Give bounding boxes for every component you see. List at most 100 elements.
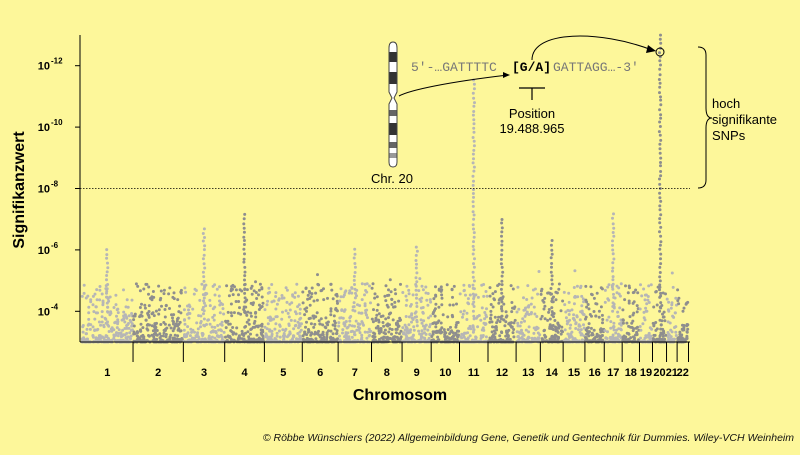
snp-point (638, 325, 642, 328)
snp-point (242, 260, 246, 264)
snp-point (597, 334, 601, 338)
snp-point (635, 304, 639, 308)
snp-point (253, 325, 257, 329)
snp-point (405, 329, 409, 333)
snp-point (107, 330, 111, 333)
x-tick: 9 (414, 342, 432, 379)
snp-point (664, 333, 668, 337)
snp-point (147, 285, 151, 289)
snp-point (173, 333, 177, 337)
snp-point (603, 329, 607, 333)
snp-point (627, 332, 631, 336)
snp-point (536, 338, 540, 342)
snp-point (341, 316, 345, 320)
snp-point (100, 310, 104, 314)
snp-point (301, 301, 305, 305)
snp-point (557, 326, 561, 330)
snp-point (460, 336, 464, 340)
snp-point (677, 296, 681, 300)
snp-point (167, 292, 171, 296)
snp-point (577, 328, 580, 332)
snp-point (589, 285, 593, 289)
x-tick: 7 (352, 342, 373, 379)
snp-point (597, 309, 601, 313)
snp-point (187, 308, 190, 312)
snp-point (472, 262, 475, 266)
snp-point (355, 328, 359, 332)
snp-point (419, 300, 423, 303)
snp-point (344, 333, 348, 337)
snp-point (293, 310, 297, 314)
snp-point (453, 339, 457, 342)
snp-point (550, 292, 553, 296)
snp-point (94, 305, 98, 309)
x-tick-label: 16 (588, 367, 600, 379)
snp-point (614, 336, 618, 340)
snp-point (399, 282, 402, 286)
snp-point (91, 303, 95, 307)
snp-point (231, 326, 235, 329)
snp-point (532, 326, 536, 330)
snp-point (95, 328, 99, 332)
snp-point (440, 326, 444, 330)
snp-point (112, 328, 116, 332)
snp-point (412, 328, 416, 332)
snp-point (645, 335, 648, 339)
snp-point (423, 338, 427, 341)
snp-point (473, 101, 476, 105)
snp-point (553, 319, 557, 322)
x-tick-label: 7 (352, 367, 358, 379)
snp-point (234, 332, 238, 336)
snp-point (471, 210, 475, 214)
snp-point (658, 247, 662, 251)
snp-point (125, 337, 129, 341)
snp-point (123, 320, 127, 324)
snp-point (663, 319, 667, 323)
snp-point (245, 288, 249, 292)
snp-point (139, 322, 143, 326)
snp-point (406, 336, 410, 340)
snp-point (150, 298, 154, 302)
snp-point (658, 279, 662, 283)
x-tick-label: 18 (625, 367, 637, 379)
snp-point (526, 284, 530, 288)
snp-point (479, 318, 483, 322)
snp-point (376, 303, 380, 307)
significant-snps-bracket (697, 46, 713, 189)
snp-point (500, 230, 504, 234)
snp-point (318, 322, 322, 326)
y-tick: 10 -4 (38, 302, 80, 318)
snp-point (437, 287, 441, 291)
snp-point (482, 294, 486, 298)
snp-point (471, 330, 475, 334)
snp-point (352, 274, 356, 278)
snp-point (368, 284, 371, 288)
snp-point (601, 318, 605, 321)
snp-point (373, 296, 377, 300)
snp-point (333, 319, 336, 323)
snp-point (427, 316, 430, 320)
snp-point (409, 304, 412, 308)
snp-point (398, 316, 402, 320)
snp-point (532, 331, 536, 335)
snp-point (578, 318, 582, 322)
snp-point (618, 306, 622, 310)
snp-point (659, 301, 663, 305)
snp-point (177, 310, 181, 314)
arrowhead (503, 72, 510, 78)
snp-point (500, 309, 504, 313)
snp-point (628, 315, 632, 319)
snp-point (92, 310, 96, 314)
snp-point (324, 316, 328, 320)
snp-point (429, 300, 433, 304)
snp-point (448, 336, 451, 340)
snp-point (200, 282, 204, 286)
snp-point (495, 328, 498, 332)
snp-point (597, 315, 601, 319)
snp-point (132, 324, 136, 328)
snp-point (496, 284, 500, 288)
snp-point (385, 303, 389, 307)
snp-point (644, 306, 648, 310)
snp-point (297, 303, 301, 307)
snp-point (192, 292, 196, 296)
